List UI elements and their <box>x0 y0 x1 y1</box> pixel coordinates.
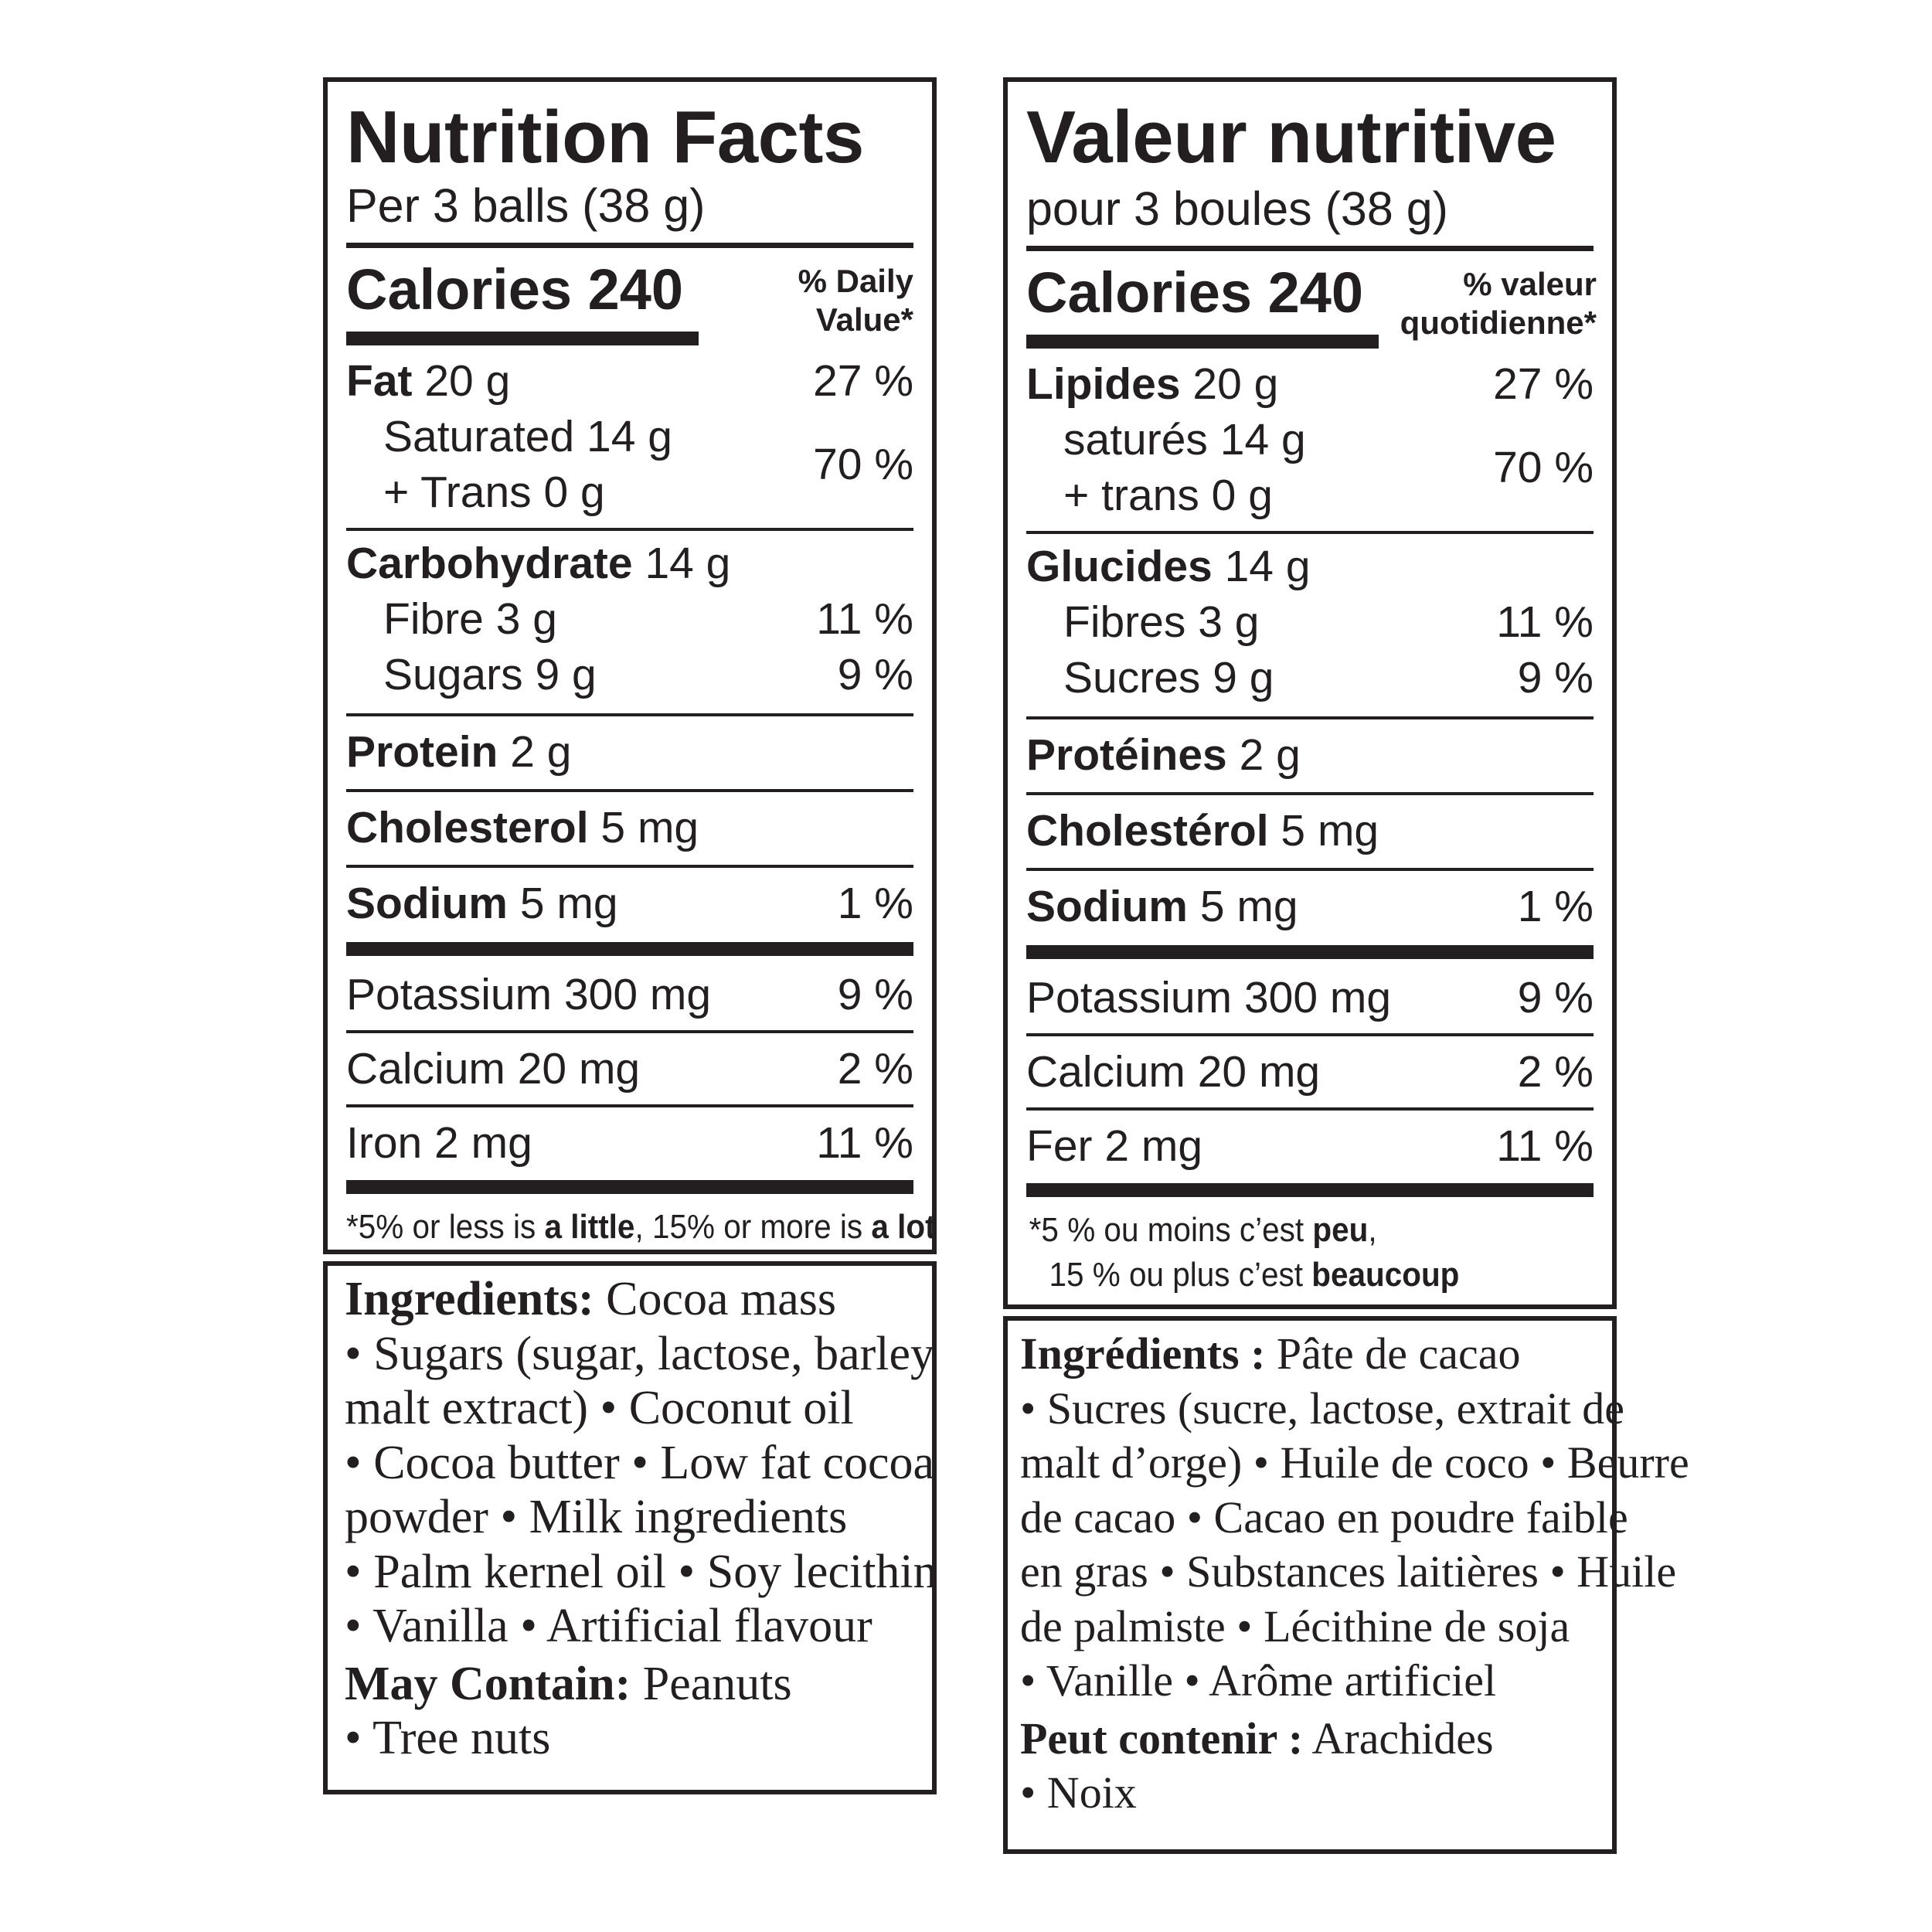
divider <box>346 243 913 248</box>
calories-bar <box>346 332 699 345</box>
calories-bar-fr <box>1026 335 1379 349</box>
sugars-row: Sugars 9 g 9 % <box>383 650 913 699</box>
divider-thick <box>1026 1183 1594 1197</box>
fibre-row-fr: Fibres 3 g 11 % <box>1063 597 1594 647</box>
divider <box>1026 1033 1594 1036</box>
nutrition-facts-panel-french: Valeur nutritive pour 3 boules (38 g) Ca… <box>1003 77 1617 1309</box>
calories-row-fr: Calories 240 % valeur quotidienne* <box>1026 251 1597 349</box>
ingredients-panel-french: Ingrédients : Pâte de cacao • Sucres (su… <box>1003 1316 1689 1854</box>
ingredients-panel-english: Ingredients: Cocoa mass • Sugars (sugar,… <box>323 1261 937 1794</box>
carbohydrate-row: Carbohydrate 14 g <box>346 539 731 588</box>
sugars-row-fr: Sucres 9 g 9 % <box>1063 653 1594 702</box>
divider <box>346 1030 913 1033</box>
may-contain: May Contain: Peanuts <box>345 1657 792 1710</box>
divider-thick <box>346 942 913 956</box>
saturated-row: Saturated 14 g <box>383 412 672 461</box>
calories-label: Calories 240 <box>346 257 684 321</box>
divider <box>346 528 913 531</box>
divider <box>1026 246 1594 251</box>
ingredients-label: Ingredients: <box>345 1273 594 1325</box>
saturated-row-fr: saturés 14 g <box>1063 415 1306 464</box>
calcium-row-fr: Calcium 20 mg 2 % <box>1026 1047 1594 1097</box>
trans-row-fr: + trans 0 g <box>1063 471 1273 520</box>
ingredients-text: Ingredients: Cocoa mass • Sugars (sugar,… <box>345 1273 937 1764</box>
saturated-trans-pct: 70 % <box>813 440 913 489</box>
potassium-row: Potassium 300 mg 9 % <box>346 970 913 1019</box>
divider <box>346 1104 913 1107</box>
fat-row: Fat 20 g 27 % <box>346 353 913 409</box>
fat-pct: 27 % <box>813 356 913 406</box>
iron-row-fr: Fer 2 mg 11 % <box>1026 1121 1594 1171</box>
divider <box>1026 868 1594 871</box>
serving-size: Per 3 balls (38 g) <box>346 179 706 232</box>
divider <box>1026 792 1594 795</box>
nutrition-facts-panel-english: Nutrition Facts Per 3 balls (38 g) Calor… <box>323 77 937 1254</box>
divider <box>346 789 913 792</box>
footnote-fr: *5 % ou moins c’est peu, 15 % ou plus c’… <box>1029 1211 1460 1294</box>
protein-row: Protein 2 g <box>346 727 572 777</box>
divider <box>346 865 913 868</box>
sodium-row-fr: Sodium 5 mg 1 % <box>1026 882 1594 931</box>
serving-size-fr: pour 3 boules (38 g) <box>1026 182 1448 235</box>
ingredients-text-fr: Ingrédients : Pâte de cacao • Sucres (su… <box>1020 1328 1689 1818</box>
cholesterol-row-fr: Cholestérol 5 mg <box>1026 806 1379 855</box>
divider <box>1026 531 1594 534</box>
cholesterol-row: Cholesterol 5 mg <box>346 803 699 852</box>
may-contain-fr: Peut contenir : Arachides <box>1020 1713 1494 1764</box>
divider-thick <box>346 1180 913 1194</box>
nutrition-facts-title-fr: Valeur nutritive <box>1026 96 1556 179</box>
fibre-row: Fibre 3 g 11 % <box>383 594 913 644</box>
divider <box>1026 1107 1594 1111</box>
potassium-row-fr: Potassium 300 mg 9 % <box>1026 973 1594 1022</box>
calories-row: Calories 240 % Daily Value* <box>346 248 913 345</box>
footnote: *5% or less is a little, 15% or more is … <box>346 1208 936 1246</box>
ingredients-label-fr: Ingrédients : <box>1020 1328 1266 1379</box>
protein-row-fr: Protéines 2 g <box>1026 730 1301 780</box>
daily-value-header-fr: % valeur quotidienne* <box>1400 266 1597 341</box>
trans-row: + Trans 0 g <box>383 468 605 517</box>
sodium-row: Sodium 5 mg 1 % <box>346 879 913 928</box>
carbohydrate-row-fr: Glucides 14 g <box>1026 542 1311 591</box>
saturated-trans-group-fr: saturés 14 g + trans 0 g 70 % <box>1026 412 1594 525</box>
calcium-row: Calcium 20 mg 2 % <box>346 1044 913 1094</box>
daily-value-header: % Daily Value* <box>798 263 913 338</box>
fat-row-fr: Lipides 20 g 27 % <box>1026 359 1594 409</box>
nutrition-facts-title: Nutrition Facts <box>346 96 864 179</box>
saturated-trans-group: Saturated 14 g + Trans 0 g 70 % <box>346 409 913 522</box>
divider <box>1026 716 1594 719</box>
calories-label-fr: Calories 240 <box>1026 260 1364 325</box>
divider <box>346 713 913 716</box>
iron-row: Iron 2 mg 11 % <box>346 1118 913 1168</box>
divider-thick <box>1026 945 1594 959</box>
